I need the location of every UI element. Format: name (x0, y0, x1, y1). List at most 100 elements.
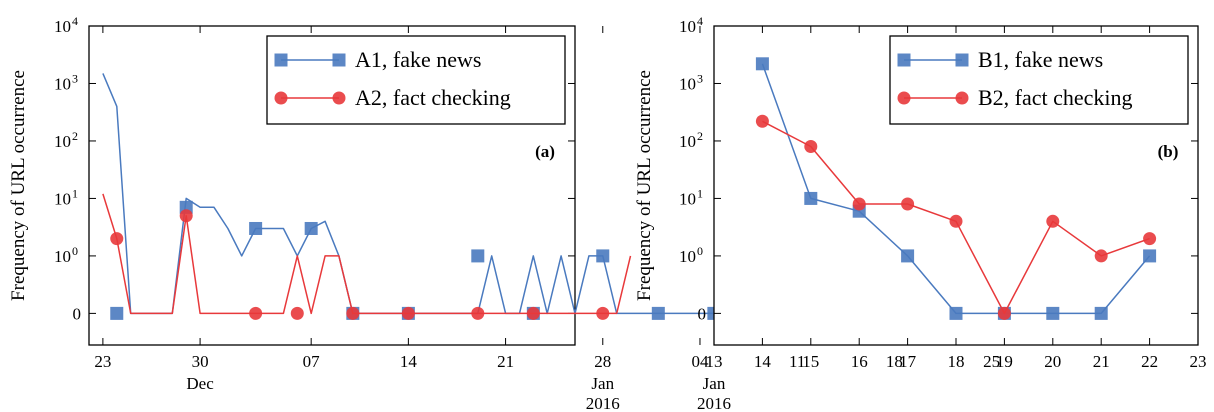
x-tick-label: 21 (1093, 352, 1110, 371)
y-tick-base: 10 (54, 247, 71, 266)
data-point-square (804, 191, 818, 205)
data-point-circle (1143, 232, 1157, 246)
x-tick-label: 11 (789, 352, 805, 371)
legend-marker-circle (955, 91, 969, 105)
x-tick-label: 23 (94, 352, 111, 371)
data-point-square (1094, 306, 1108, 320)
legend-marker-square (897, 53, 911, 67)
data-point-circle (852, 197, 866, 211)
panel-label: (b) (1158, 142, 1179, 161)
x-tick-label: 25 (983, 352, 1000, 371)
x-tick-label: 18 (948, 352, 965, 371)
legend-marker-square (955, 53, 969, 67)
data-point-square (901, 249, 915, 263)
x-tick-label: 23 (1190, 352, 1207, 371)
x-tick-label: 21 (497, 352, 514, 371)
x-tick-label: 19 (996, 352, 1013, 371)
y-tick-base: 0 (698, 304, 707, 323)
y-tick-exponent: 3 (697, 71, 703, 85)
data-point-square (110, 306, 124, 320)
y-axis-label: Frequency of URL occurrence (8, 70, 29, 301)
y-tick-exponent: 4 (697, 14, 703, 28)
x-tick-label: 14 (400, 352, 418, 371)
x-year-label: 2016 (586, 394, 620, 412)
data-point-circle (110, 232, 124, 246)
x-tick-label: 14 (754, 352, 772, 371)
x-tick-label: 22 (1141, 352, 1158, 371)
y-tick-label: 10 (54, 17, 71, 36)
data-point-circle (596, 306, 610, 320)
y-tick-base: 10 (679, 247, 696, 266)
legend-marker-circle (274, 91, 288, 105)
y-tick-exponent: 1 (72, 186, 78, 200)
data-point-circle (179, 209, 193, 223)
legend-marker-circle (897, 91, 911, 105)
x-tick-label: 18 (886, 352, 903, 371)
data-point-square (651, 306, 665, 320)
y-tick-base: 10 (54, 74, 71, 93)
x-tick-label: 07 (303, 352, 321, 371)
y-tick-label: 10 (54, 189, 71, 208)
x-tick-label: 04 (691, 352, 709, 371)
legend-label: B1, fake news (978, 47, 1103, 72)
x-tick-label: 30 (192, 352, 209, 371)
panel-label: (a) (535, 142, 555, 161)
data-point-square (596, 249, 610, 263)
data-point-circle (755, 114, 769, 128)
y-tick-exponent: 4 (72, 14, 78, 28)
data-point-circle (346, 306, 360, 320)
y-tick-exponent: 3 (72, 71, 78, 85)
x-tick-label: 15 (802, 352, 819, 371)
x-month-label: Dec (186, 374, 214, 393)
x-month-label: Jan (703, 374, 726, 393)
y-tick-exponent: 2 (72, 129, 78, 143)
y-tick-label: 10 (54, 74, 71, 93)
legend-label: A1, fake news (355, 47, 481, 72)
data-point-circle (526, 306, 540, 320)
y-tick-label: 10 (54, 247, 71, 266)
data-point-circle (804, 140, 818, 154)
data-point-circle (901, 197, 915, 211)
data-point-circle (290, 306, 304, 320)
data-point-circle (997, 306, 1011, 320)
data-point-square (1143, 249, 1157, 263)
legend-box (266, 35, 566, 125)
y-tick-base: 10 (679, 132, 696, 151)
y-tick-label: 10 (679, 17, 696, 36)
y-tick-label: 10 (679, 74, 696, 93)
y-tick-exponent: 2 (697, 129, 703, 143)
data-point-square (949, 306, 963, 320)
legend-label: A2, fact checking (355, 85, 511, 110)
data-point-circle (471, 306, 485, 320)
x-tick-label: 28 (594, 352, 611, 371)
y-tick-label: 0 (698, 304, 707, 323)
data-point-square (304, 221, 318, 235)
data-point-circle (1094, 249, 1108, 263)
x-month-label: Jan (591, 374, 614, 393)
legend-box (889, 35, 1189, 125)
data-point-square (249, 221, 263, 235)
legend-label: B2, fact checking (978, 85, 1133, 110)
y-tick-label: 10 (54, 132, 71, 151)
y-tick-label: 10 (679, 247, 696, 266)
y-tick-base: 10 (54, 17, 71, 36)
data-point-square (471, 249, 485, 263)
y-tick-exponent: 1 (697, 186, 703, 200)
legend-marker-square (274, 53, 288, 67)
data-point-circle (1046, 214, 1060, 228)
data-point-square (755, 57, 769, 71)
y-tick-label: 0 (73, 304, 82, 323)
legend-marker-square (332, 53, 346, 67)
x-tick-label: 16 (851, 352, 868, 371)
y-axis-label: Frequency of URL occurrence (634, 70, 655, 301)
y-tick-exponent: 0 (697, 244, 703, 258)
y-tick-base: 10 (679, 17, 696, 36)
y-tick-base: 10 (679, 189, 696, 208)
x-tick-label: 20 (1044, 352, 1061, 371)
x-tick-label: 17 (899, 352, 917, 371)
y-tick-base: 0 (73, 304, 82, 323)
data-point-circle (401, 306, 415, 320)
y-tick-label: 10 (679, 132, 696, 151)
legend-marker-circle (332, 91, 346, 105)
